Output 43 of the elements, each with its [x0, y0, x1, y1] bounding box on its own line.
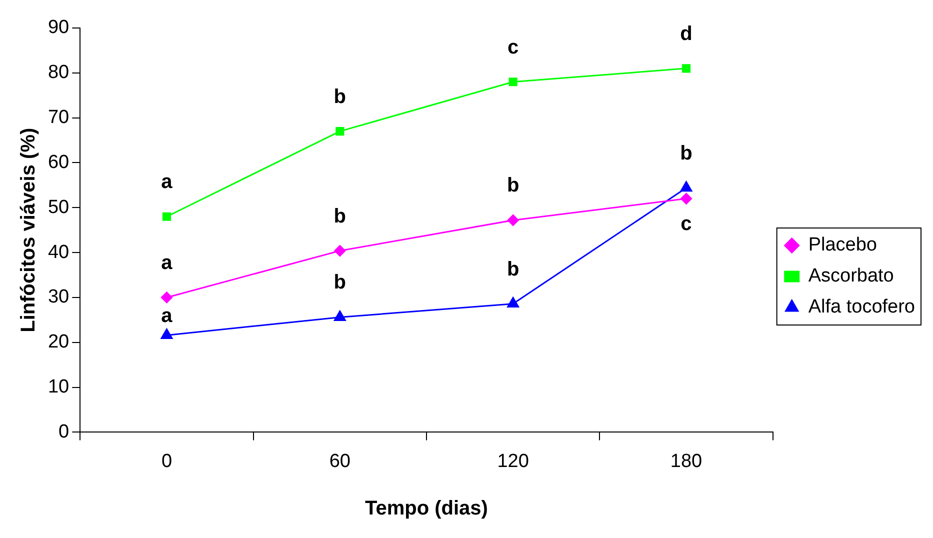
annotation: b [334, 205, 346, 228]
legend-label: Ascorbato [808, 266, 894, 287]
annotation: a [161, 252, 174, 274]
y-tick-label: 20 [48, 332, 70, 353]
point [680, 192, 692, 204]
annotation: a [161, 304, 174, 327]
point [160, 292, 172, 304]
annotation: c [680, 213, 692, 236]
y-tick-label: 10 [48, 376, 70, 398]
annotation: b [506, 174, 520, 197]
point [682, 64, 691, 73]
annotation: b [334, 86, 346, 108]
annotation: c [508, 36, 519, 58]
y-tick-label: 50 [48, 196, 70, 218]
annotation: b [506, 258, 520, 280]
point [507, 214, 519, 226]
point [336, 127, 344, 136]
y-tick-label: 60 [48, 152, 70, 173]
annotation: b [334, 272, 346, 294]
annotation: b [680, 142, 692, 164]
x-tick-label: 0 [161, 450, 172, 472]
x-tick-label: 60 [329, 450, 350, 472]
legend-label: Placebo [808, 234, 877, 256]
point [334, 245, 346, 257]
x-tick-label: 120 [497, 450, 529, 472]
point [162, 212, 172, 221]
point [680, 181, 692, 192]
point [334, 310, 346, 321]
annotation: d [680, 22, 692, 45]
y-tick-label: 80 [48, 62, 70, 84]
x-axis-title: Tempo (dias) [364, 498, 488, 520]
y-tick-label: 90 [48, 17, 70, 38]
y-axis-title: Linfócitos viáveis (%) [18, 128, 40, 332]
point [160, 328, 173, 339]
y-tick-label: 70 [48, 107, 70, 128]
y-tick-label: 30 [48, 286, 70, 308]
point [508, 78, 518, 86]
point [507, 297, 520, 308]
annotation: a [161, 171, 174, 194]
legend-label: Alfa tocofero [808, 296, 915, 318]
y-tick-label: 40 [48, 242, 70, 263]
y-tick-label: 0 [58, 421, 70, 442]
x-tick-label: 180 [670, 450, 702, 472]
